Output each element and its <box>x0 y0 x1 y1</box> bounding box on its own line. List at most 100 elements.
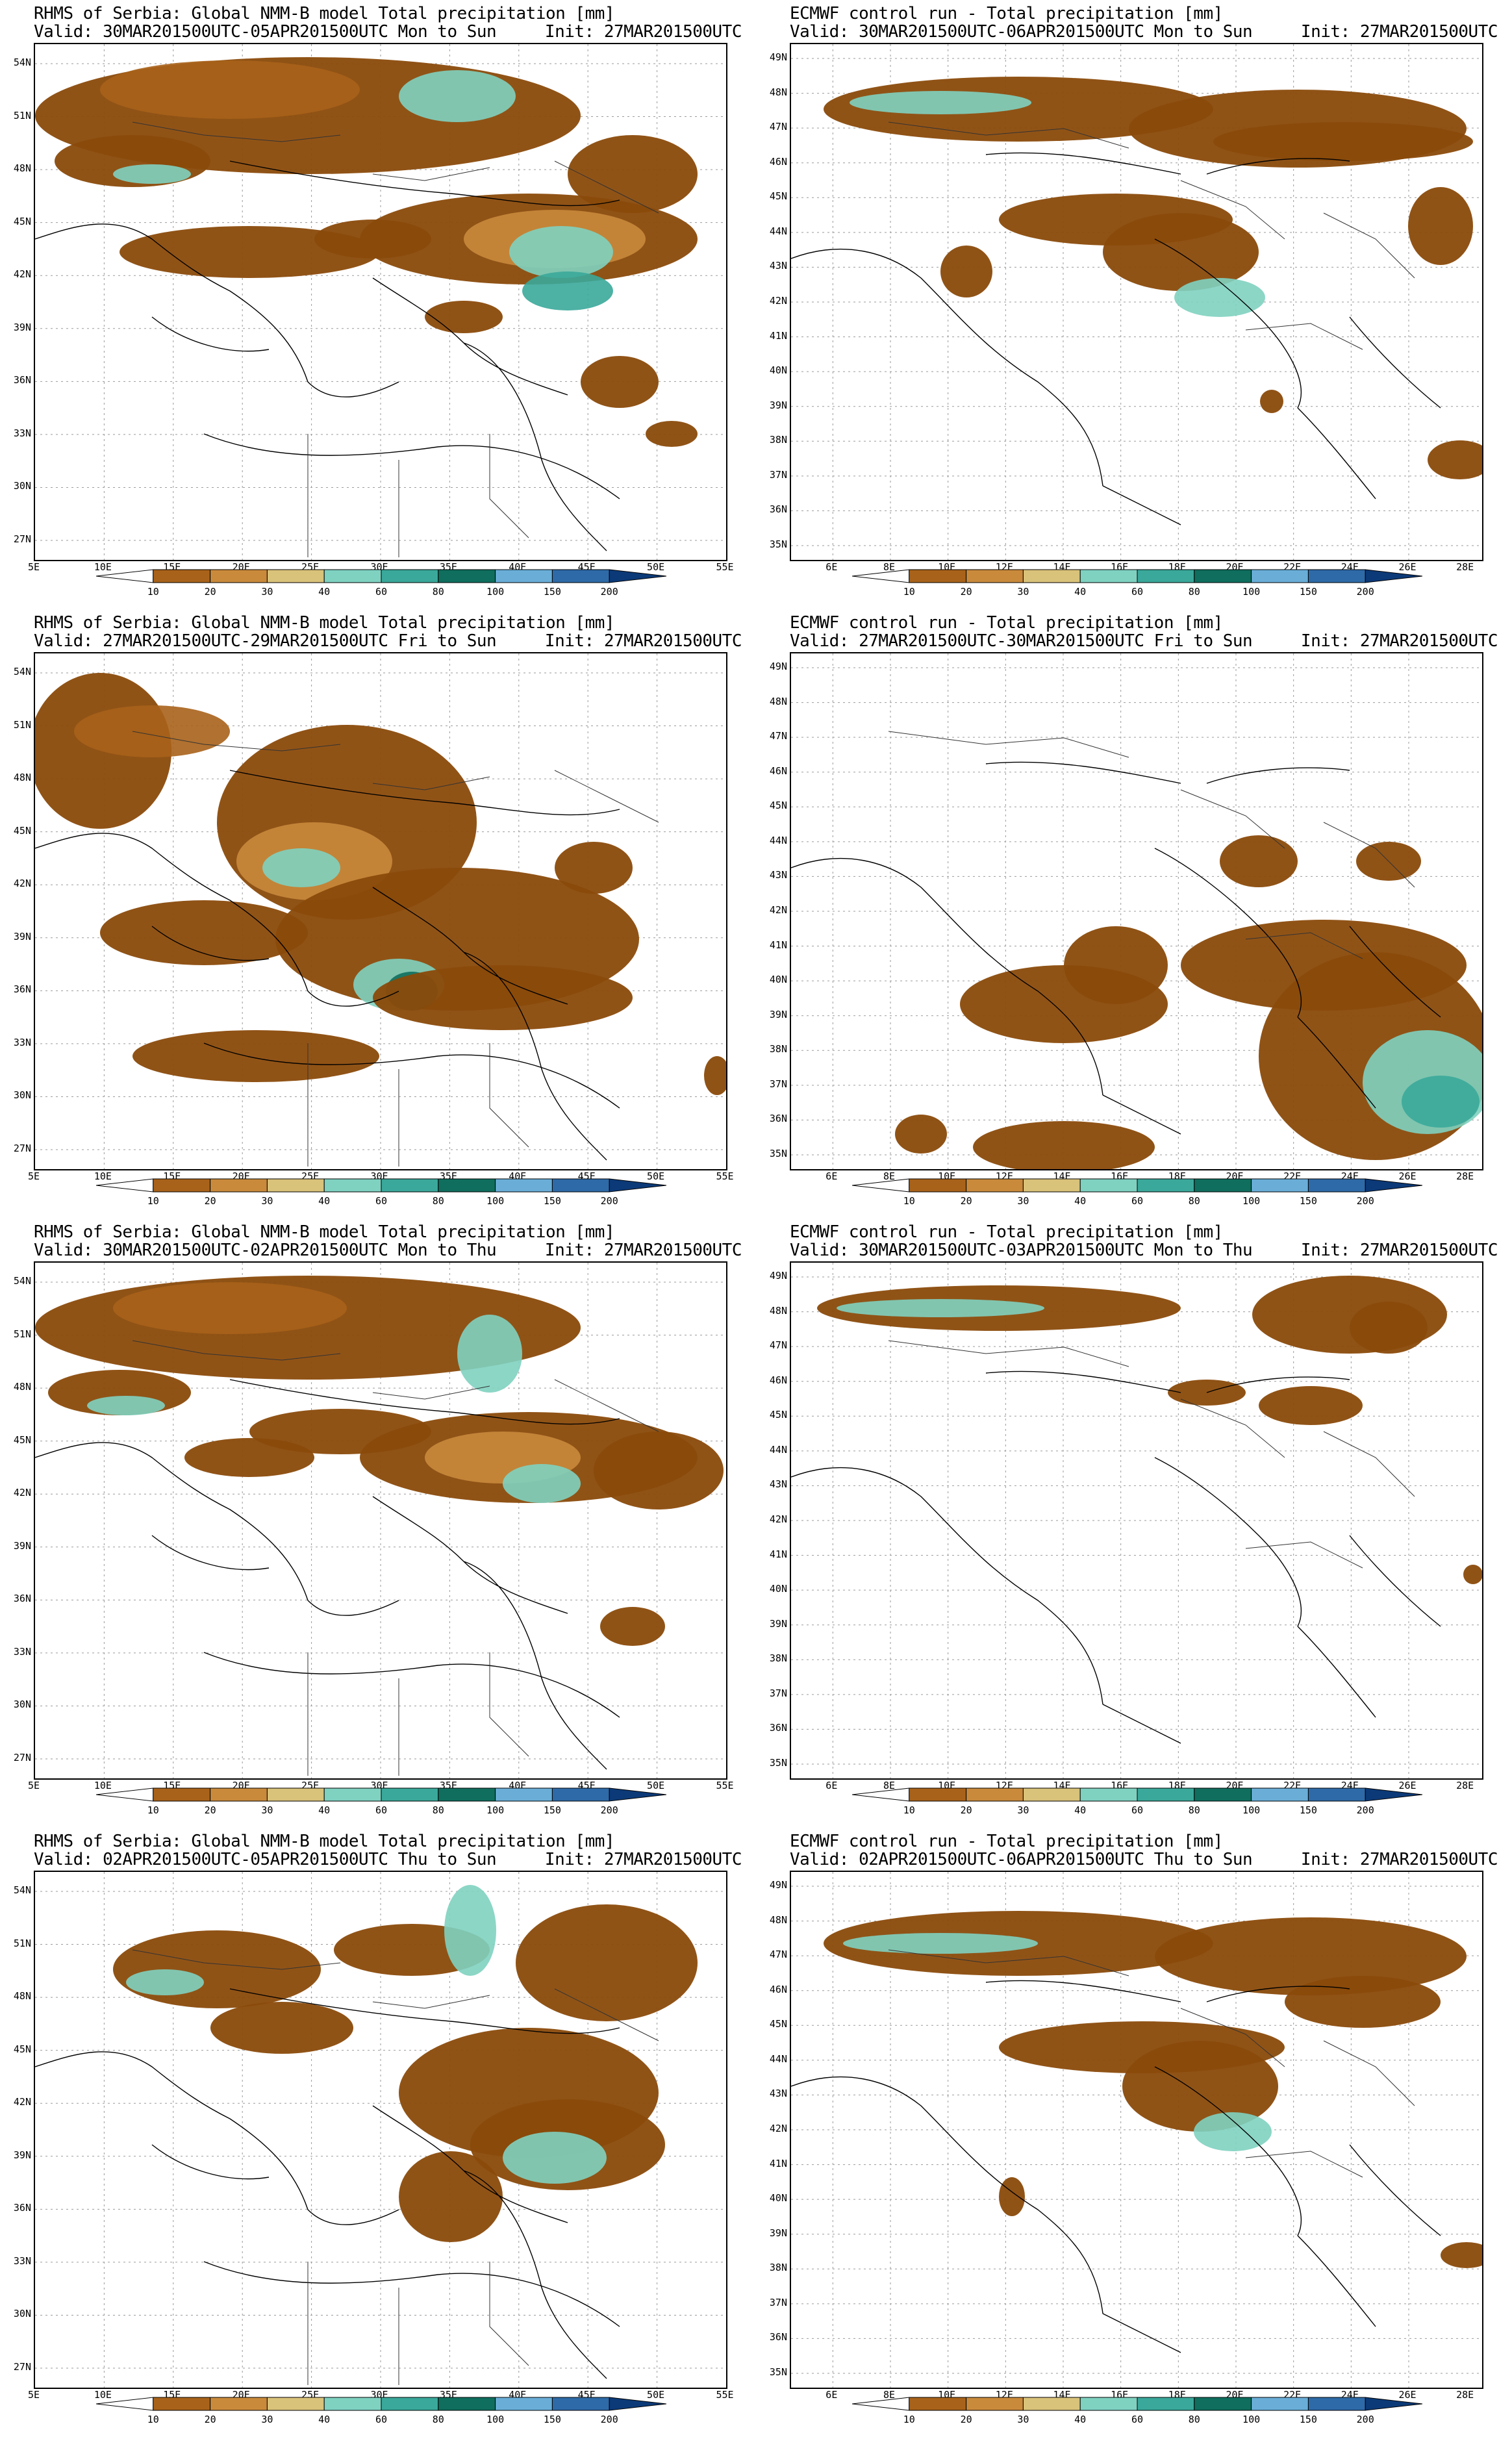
latitude-label: 51N <box>13 1328 31 1340</box>
latitude-label: 48N <box>769 695 787 707</box>
colorbar-swatch <box>1251 1787 1309 1802</box>
latitude-label: 36N <box>13 2202 31 2214</box>
latitude-label: 51N <box>13 718 31 731</box>
colorbar-swatch <box>438 1787 496 1802</box>
colorbar-level: 30 <box>261 1195 273 1207</box>
latitude-label: 41N <box>769 2157 787 2169</box>
latitude-label: 39N <box>13 2149 31 2161</box>
latitude-label: 45N <box>769 2018 787 2030</box>
longitude-label: 5E <box>27 1780 40 1791</box>
colorbar-swatch <box>966 569 1024 583</box>
panel-title: RHMS of Serbia: Global NMM-B model Total… <box>34 613 615 633</box>
longitude-label: 28E <box>1456 1780 1474 1791</box>
longitude-label: 28E <box>1456 1170 1474 1182</box>
latitude-label: 30N <box>13 1698 31 1711</box>
latitude-label: 37N <box>769 1078 787 1090</box>
colorbar-swatch <box>438 569 496 583</box>
colorbar-level: 100 <box>1242 1195 1261 1207</box>
country-borders <box>888 1340 1415 1569</box>
colorbar-level: 200 <box>600 2414 618 2425</box>
longitude-label: 8E <box>883 2389 896 2401</box>
latitude-label: 36N <box>769 1113 787 1125</box>
latitude-label: 49N <box>769 661 787 672</box>
colorbar-level: 30 <box>1017 2414 1029 2425</box>
latitude-label: 49N <box>769 51 787 63</box>
colorbar-swatch <box>495 569 553 583</box>
colorbar-swatch <box>909 569 967 583</box>
precip-area <box>457 1315 522 1393</box>
colorbar-swatch <box>266 1178 325 1193</box>
latitude-label: 36N <box>769 1722 787 1734</box>
colorbar-level: 100 <box>486 1195 505 1207</box>
colorbar-level: 60 <box>375 1195 388 1207</box>
country-borders <box>132 1949 659 2385</box>
colorbar-scale <box>852 2397 1422 2411</box>
colorbar-level: 20 <box>960 586 972 598</box>
latitude-label: 39N <box>769 2227 787 2239</box>
latitude-label: 51N <box>13 109 31 121</box>
longitude-label: 5E <box>27 2389 40 2401</box>
longitude-label: 6E <box>825 2389 838 2401</box>
precip-area <box>503 2132 607 2184</box>
colorbar-swatch <box>495 2397 553 2411</box>
colorbar-level: 20 <box>960 2414 972 2425</box>
latitude-label: 40N <box>769 2192 787 2204</box>
colorbar-level: 10 <box>147 586 159 598</box>
colorbar-level: 30 <box>261 2414 273 2425</box>
precip-area <box>1103 213 1259 291</box>
precip-area <box>113 164 191 184</box>
init-time: Init: 27MAR201500UTC <box>544 631 742 651</box>
precip-map <box>34 1871 727 2389</box>
latitude-label: 36N <box>13 374 31 386</box>
colorbar-level: 20 <box>204 586 216 598</box>
colorbar-swatch <box>551 569 610 583</box>
latitude-label: 38N <box>769 2262 787 2274</box>
colorbar-swatch <box>1194 1787 1252 1802</box>
colorbar-scale <box>96 1787 666 1802</box>
latitude-label: 54N <box>13 1884 31 1896</box>
colorbar-swatch <box>210 1787 268 1802</box>
colorbar-level: 60 <box>1131 586 1144 598</box>
colorbar-level: 200 <box>1356 1804 1374 1816</box>
latitude-label: 44N <box>769 2052 787 2065</box>
latitude-label: 27N <box>13 1752 31 1763</box>
map-canvas <box>791 1263 1482 1778</box>
colorbar-level: 40 <box>1074 2414 1087 2425</box>
colorbar-level: 10 <box>903 1195 915 1207</box>
colorbar-swatch <box>210 2397 268 2411</box>
precip-area <box>100 900 308 965</box>
colorbar-swatch <box>381 1787 439 1802</box>
precip-area <box>184 1438 314 1477</box>
longitude-label: 26E <box>1398 561 1417 573</box>
colorbar-level: 150 <box>543 1804 561 1816</box>
latitude-label: 51N <box>13 1937 31 1949</box>
precip-area <box>1408 187 1473 265</box>
colorbar-swatch <box>1079 1178 1138 1193</box>
precip-colorbar <box>852 569 1422 583</box>
precip-area <box>1122 2041 1278 2132</box>
colorbar-swatch <box>153 569 211 583</box>
colorbar-level: 10 <box>903 2414 915 2425</box>
colorbar-level: 40 <box>1074 586 1087 598</box>
country-borders <box>888 731 1415 959</box>
colorbar-swatch <box>551 2397 610 2411</box>
precip-area <box>1463 1565 1482 1584</box>
latitude-label: 36N <box>13 1593 31 1605</box>
map-canvas <box>35 1872 726 2388</box>
latitude-label: 49N <box>769 1879 787 1891</box>
precip-area <box>646 421 698 447</box>
colorbar-swatch <box>1137 1178 1195 1193</box>
coastline <box>791 1980 1441 2353</box>
colorbar-swatch <box>266 2397 325 2411</box>
latitude-label: 47N <box>769 1339 787 1352</box>
colorbar-swatch <box>852 1178 910 1193</box>
panel-title: ECMWF control run - Total precipitation … <box>790 4 1223 23</box>
colorbar-level: 200 <box>1356 2414 1374 2425</box>
precip-map <box>34 43 727 561</box>
precip-area <box>581 356 659 408</box>
latitude-label: 30N <box>13 1089 31 1102</box>
colorbar-swatch <box>153 1178 211 1193</box>
latitude-label: 46N <box>769 764 787 777</box>
colorbar-swatch <box>96 1178 154 1193</box>
colorbar-level: 80 <box>1188 1804 1200 1816</box>
